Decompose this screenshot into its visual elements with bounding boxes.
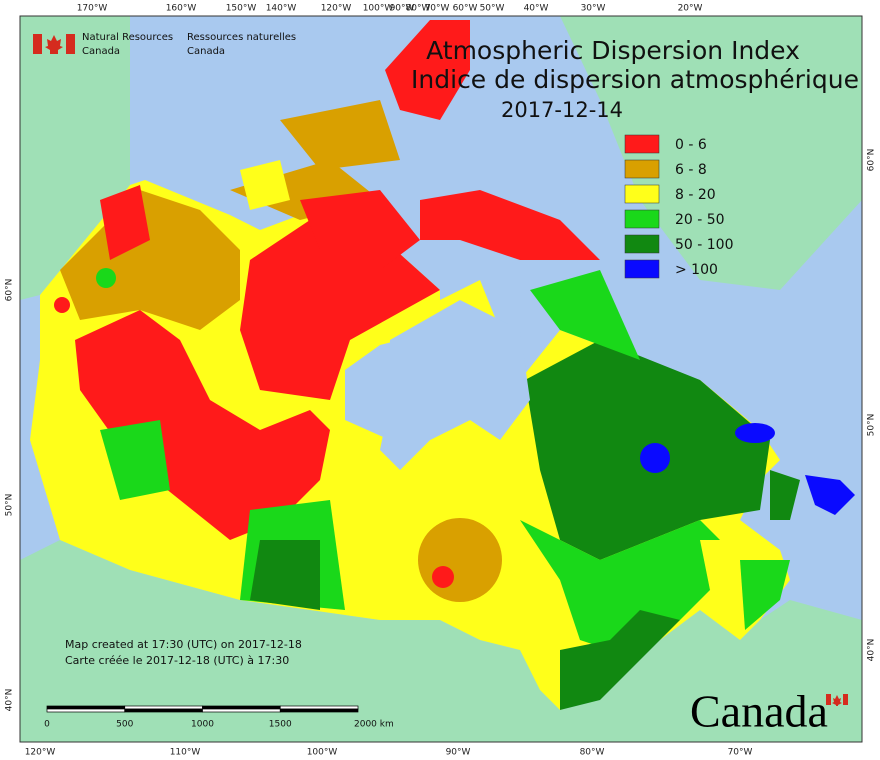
zone [75, 310, 330, 540]
graticule-label: 60°N [5, 279, 15, 302]
maple-leaf [832, 695, 842, 706]
graticule-label: 70°W [728, 748, 753, 758]
graticule-label: 80°W [406, 4, 431, 14]
logo-text: Natural Resources [82, 32, 173, 43]
scale-label: 500 [116, 720, 133, 730]
graticule-label: 120°W [25, 748, 56, 758]
graticule-label: 170°W [77, 4, 108, 14]
graticule-label: 50°N [867, 414, 877, 437]
zone [770, 470, 800, 520]
zone [100, 185, 150, 260]
zone [640, 443, 670, 473]
flag-bar [66, 34, 75, 54]
zone [300, 190, 420, 270]
graticule-label: 60°W [453, 4, 478, 14]
credit: Map created at 17:30 (UTC) on 2017-12-18 [65, 638, 302, 651]
credit: Carte créée le 2017-12-18 (UTC) à 17:30 [65, 654, 289, 667]
zone [432, 566, 454, 588]
logo-text: Ressources naturelles [187, 32, 296, 43]
legend-label: 0 - 6 [675, 137, 707, 153]
maple-leaf [45, 35, 63, 54]
scale-segment [124, 705, 203, 710]
alaska [20, 16, 130, 300]
graticule-label: 60°N [867, 149, 877, 172]
graticule-label: 70°W [425, 4, 450, 14]
scale-segment [202, 708, 281, 713]
legend-label: 50 - 100 [675, 237, 734, 253]
legend-swatch [624, 159, 660, 179]
graticule-label: 40°W [524, 4, 549, 14]
flag-bar [843, 694, 848, 705]
scale-segment [46, 708, 126, 713]
legend-swatch [624, 134, 660, 154]
dispersion-zones [30, 20, 855, 710]
graticule-label: 90°W [390, 4, 415, 14]
graticule-label: 100°W [363, 4, 394, 14]
legend-label: 6 - 8 [675, 162, 707, 178]
scale-segment [202, 705, 281, 710]
zone [100, 420, 170, 500]
hudson-bay [380, 300, 530, 470]
graticule-label: 100°W [307, 748, 338, 758]
logo-text: Canada [82, 46, 120, 57]
legend-swatch [624, 184, 660, 204]
scale-segment [124, 708, 203, 713]
legend-swatch [624, 234, 660, 254]
scale-label: 2000 km [354, 720, 394, 730]
title-fr: Indice de dispersion atmosphérique [411, 65, 859, 94]
date: 2017-12-14 [501, 98, 623, 122]
graticule-label: 90°W [446, 748, 471, 758]
scale-label: 0 [44, 720, 50, 730]
zone [250, 540, 320, 610]
scale-segment [46, 705, 126, 710]
zone [418, 518, 502, 602]
flag-bar [826, 694, 831, 705]
zone [700, 540, 745, 590]
graticule-label: 150°W [226, 4, 257, 14]
zone [96, 268, 116, 288]
graticule-label: 140°W [266, 4, 297, 14]
graticule-label: 20°W [678, 4, 703, 14]
graticule-label: 50°N [5, 494, 15, 517]
greenland [560, 16, 862, 290]
graticule-label: 110°W [170, 748, 201, 758]
title: Atmospheric Dispersion Index [426, 36, 800, 65]
graticule-label: 40°N [5, 689, 15, 712]
legend-label: > 100 [675, 262, 718, 278]
zone [520, 520, 740, 650]
zone [805, 475, 855, 515]
graticule-label: 50°W [480, 4, 505, 14]
flag-bar [33, 34, 42, 54]
zone [54, 297, 70, 313]
zone [560, 610, 680, 710]
wordmark-flag [826, 694, 848, 706]
zone [740, 560, 790, 630]
graticule-label: 30°W [581, 4, 606, 14]
scale-segment [279, 705, 359, 710]
graticule-label: 120°W [321, 4, 352, 14]
scale-label: 1500 [269, 720, 292, 730]
land [20, 16, 862, 742]
zone [420, 190, 600, 260]
graticule-label: 160°W [166, 4, 197, 14]
wordmark: Canada [690, 686, 828, 737]
zone [385, 20, 470, 120]
graticule-label: 80°W [580, 748, 605, 758]
scale-label: 1000 [191, 720, 214, 730]
legend-swatch [624, 209, 660, 229]
map-frame [19, 15, 863, 743]
legend-swatch [624, 259, 660, 279]
scale-segment [279, 708, 359, 713]
united-states [20, 540, 862, 742]
zone [240, 160, 290, 210]
logo-text: Canada [187, 46, 225, 57]
zone [530, 270, 640, 360]
zone [735, 423, 775, 443]
zone [280, 100, 400, 170]
legend-label: 20 - 50 [675, 212, 725, 228]
nrcan-flag [33, 34, 75, 54]
graticule-label: 40°N [867, 639, 877, 662]
legend-label: 8 - 20 [675, 187, 716, 203]
